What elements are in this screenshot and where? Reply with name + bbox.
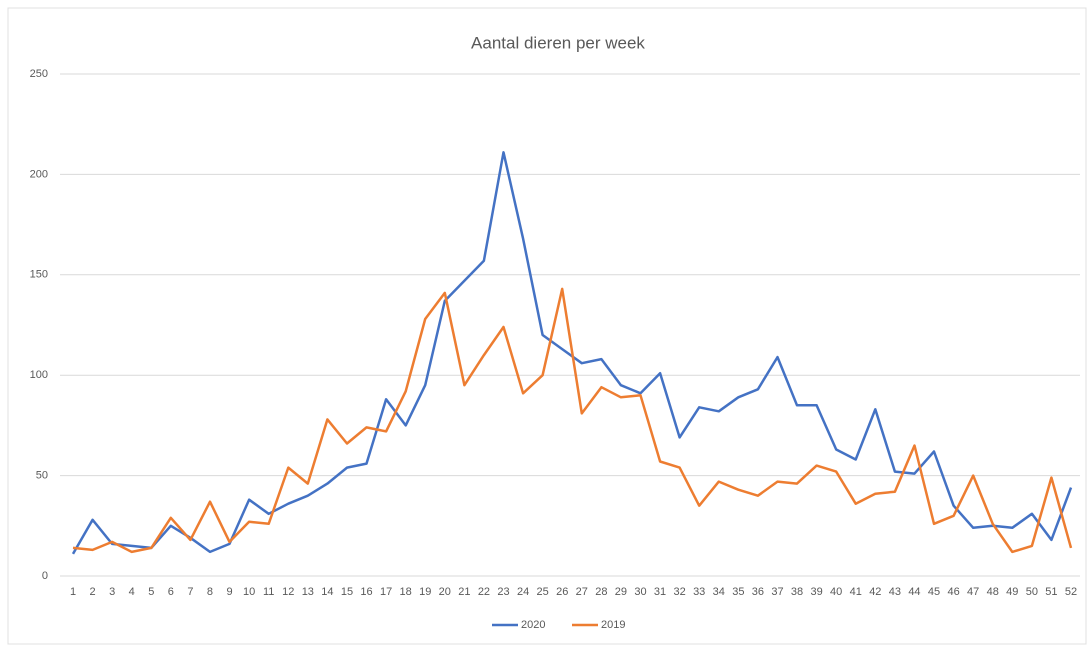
- x-tick-label: 24: [517, 586, 529, 598]
- x-tick-label: 50: [1026, 586, 1038, 598]
- x-tick-label: 30: [634, 586, 646, 598]
- x-tick-label: 22: [478, 586, 490, 598]
- x-tick-label: 5: [148, 586, 154, 598]
- x-tick-label: 2: [90, 586, 96, 598]
- x-tick-label: 4: [129, 586, 135, 598]
- x-tick-label: 29: [615, 586, 627, 598]
- x-tick-label: 27: [576, 586, 588, 598]
- x-tick-label: 6: [168, 586, 174, 598]
- x-tick-label: 42: [869, 586, 881, 598]
- x-tick-label: 39: [810, 586, 822, 598]
- x-tick-label: 16: [360, 586, 372, 598]
- x-tick-label: 3: [109, 586, 115, 598]
- x-tick-label: 8: [207, 586, 213, 598]
- series-line: [72, 287, 1073, 554]
- x-tick-label: 18: [400, 586, 412, 598]
- x-tick-label: 26: [556, 586, 568, 598]
- x-tick-label: 49: [1006, 586, 1018, 598]
- x-tick-label: 31: [654, 586, 666, 598]
- x-tick-label: 32: [674, 586, 686, 598]
- x-tick-label: 41: [850, 586, 862, 598]
- x-tick-label: 52: [1065, 586, 1077, 598]
- x-tick-label: 20: [439, 586, 451, 598]
- x-tick-label: 45: [928, 586, 940, 598]
- x-tick-label: 7: [187, 586, 193, 598]
- y-tick-label: 150: [30, 269, 48, 281]
- legend-label: 2019: [601, 619, 625, 631]
- x-tick-label: 25: [537, 586, 549, 598]
- x-tick-label: 35: [732, 586, 744, 598]
- y-tick-label: 200: [30, 168, 48, 180]
- y-tick-label: 0: [42, 570, 48, 582]
- x-tick-label: 28: [595, 586, 607, 598]
- x-tick-label: 12: [282, 586, 294, 598]
- y-tick-label: 50: [36, 470, 48, 482]
- x-tick-label: 33: [693, 586, 705, 598]
- x-tick-label: 13: [302, 586, 314, 598]
- x-tick-label: 48: [987, 586, 999, 598]
- x-tick-label: 36: [752, 586, 764, 598]
- y-tick-label: 250: [30, 68, 48, 80]
- chart-title: Aantal dieren per week: [471, 33, 645, 52]
- x-tick-label: 37: [771, 586, 783, 598]
- x-tick-label: 34: [713, 586, 725, 598]
- x-tick-label: 40: [830, 586, 842, 598]
- chart-frame: [7, 7, 1087, 645]
- x-tick-label: 1: [70, 586, 76, 598]
- x-tick-label: 11: [263, 586, 274, 598]
- x-tick-label: 17: [380, 586, 392, 598]
- x-tick-label: 44: [908, 586, 920, 598]
- x-tick-label: 9: [226, 586, 232, 598]
- x-tick-label: 10: [243, 586, 255, 598]
- legend-label: 2020: [521, 619, 545, 631]
- x-tick-label: 51: [1045, 586, 1057, 598]
- x-tick-label: 46: [947, 586, 959, 598]
- x-tick-label: 43: [889, 586, 901, 598]
- x-tick-label: 47: [967, 586, 979, 598]
- x-tick-label: 21: [458, 586, 470, 598]
- x-tick-label: 23: [497, 586, 509, 598]
- x-tick-label: 14: [321, 586, 333, 598]
- y-tick-label: 100: [30, 369, 48, 381]
- x-tick-label: 38: [791, 586, 803, 598]
- x-tick-label: 15: [341, 586, 353, 598]
- x-tick-label: 19: [419, 586, 431, 598]
